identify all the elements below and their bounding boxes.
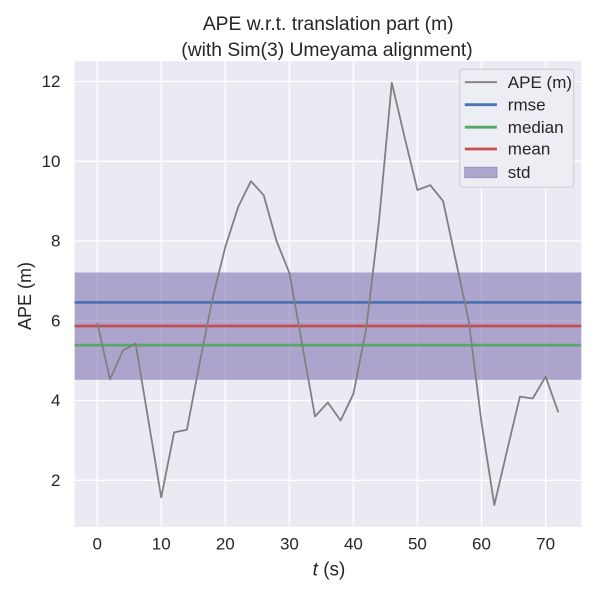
svg-text:rmse: rmse — [508, 95, 546, 114]
svg-text:t (s): t (s) — [313, 560, 346, 581]
svg-text:(with Sim(3) Umeyama alignment: (with Sim(3) Umeyama alignment) — [181, 40, 472, 61]
svg-text:APE (m): APE (m) — [508, 73, 572, 92]
svg-text:mean: mean — [508, 140, 551, 159]
svg-text:40: 40 — [344, 534, 363, 553]
svg-text:APE (m): APE (m) — [15, 262, 35, 330]
svg-text:20: 20 — [216, 534, 235, 553]
svg-text:70: 70 — [536, 534, 555, 553]
svg-text:12: 12 — [42, 72, 61, 91]
svg-text:50: 50 — [408, 534, 427, 553]
svg-text:0: 0 — [92, 534, 101, 553]
svg-text:std: std — [508, 163, 531, 182]
svg-text:6: 6 — [51, 312, 60, 331]
svg-text:median: median — [508, 118, 564, 137]
svg-text:60: 60 — [472, 534, 491, 553]
svg-text:2: 2 — [51, 471, 60, 490]
svg-text:4: 4 — [51, 391, 60, 410]
svg-text:8: 8 — [51, 232, 60, 251]
svg-text:APE w.r.t. translation part (m: APE w.r.t. translation part (m) — [203, 14, 454, 35]
svg-text:10: 10 — [42, 152, 61, 171]
svg-text:10: 10 — [152, 534, 171, 553]
svg-text:30: 30 — [280, 534, 299, 553]
